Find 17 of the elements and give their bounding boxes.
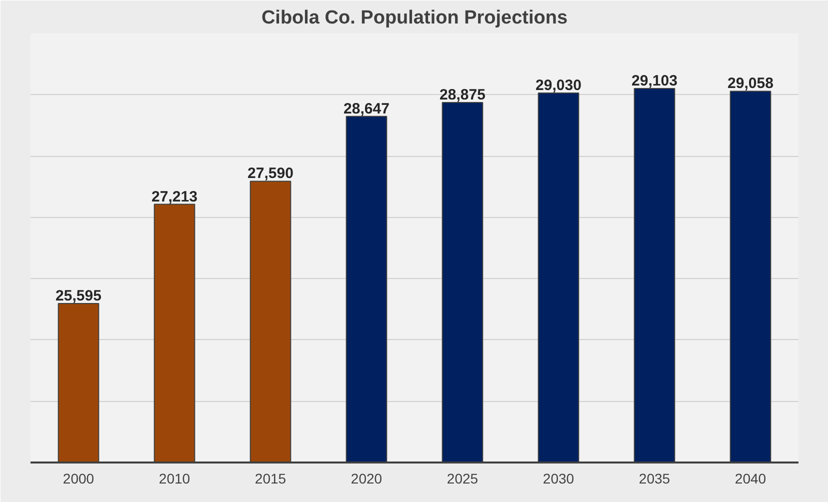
data-label: 27,213: [152, 188, 198, 206]
data-label: 28,647: [344, 100, 390, 118]
x-tick-label: 2030: [542, 470, 574, 486]
data-label: 29,058: [728, 75, 774, 92]
data-label: 29,030: [536, 76, 582, 94]
data-label: 27,590: [248, 165, 294, 182]
data-label: 28,875: [440, 86, 486, 104]
chart-title: Cibola Co. Population Projections: [261, 8, 568, 28]
x-tick-label: 2020: [350, 470, 382, 486]
x-tick-label: 2025: [446, 470, 478, 486]
x-tick-label: 2000: [62, 470, 94, 486]
x-tick-label: 2010: [158, 470, 190, 486]
data-label: 25,595: [56, 287, 102, 304]
data-label: 29,103: [632, 72, 678, 90]
x-tick-label: 2040: [734, 470, 766, 486]
x-tick-label: 2035: [638, 470, 670, 486]
x-tick-label: 2015: [254, 470, 286, 486]
